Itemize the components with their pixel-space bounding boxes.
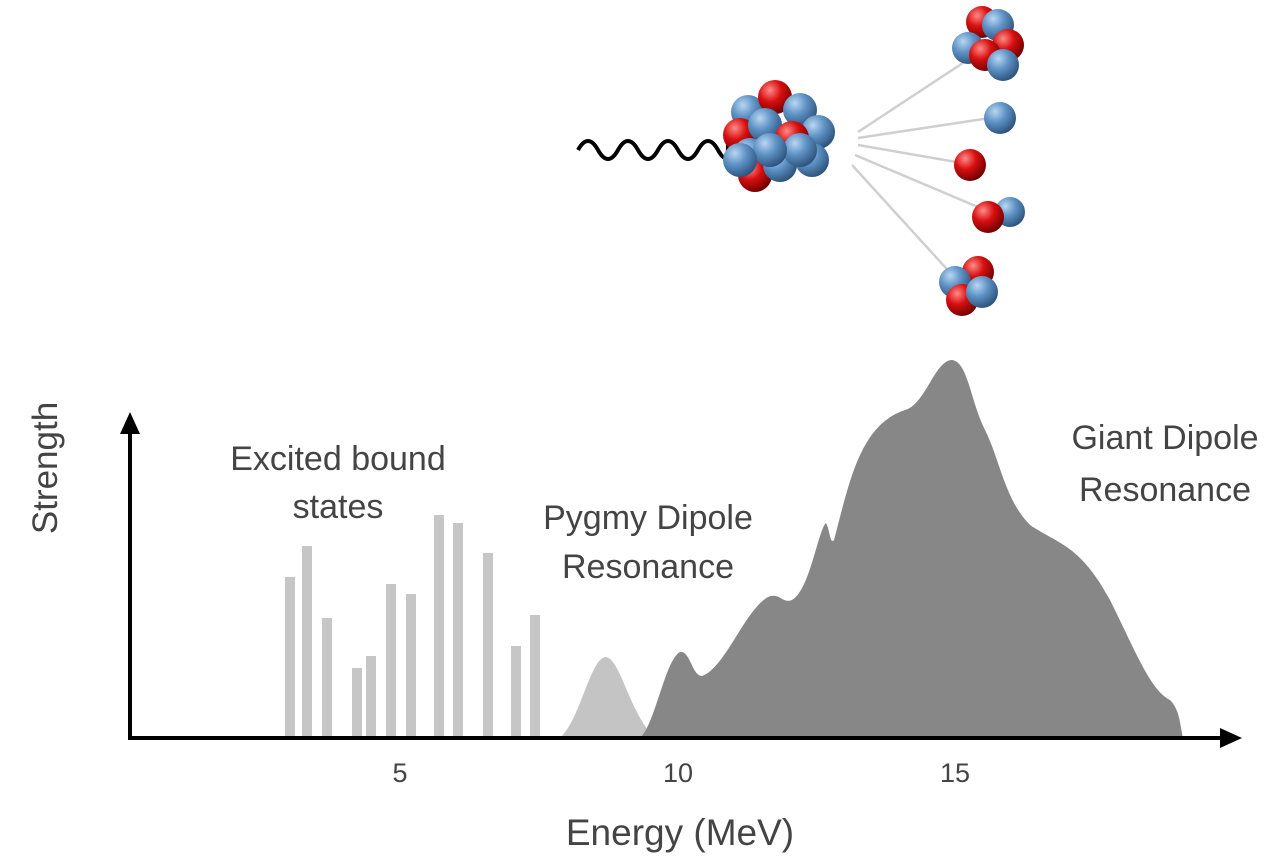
ray — [857, 116, 991, 140]
photon — [576, 139, 730, 161]
ray — [857, 53, 976, 134]
bar — [366, 656, 376, 738]
nucleon — [758, 80, 792, 114]
bar — [434, 515, 444, 738]
bar — [406, 594, 416, 738]
region-label: Excited bound — [230, 440, 446, 478]
ray — [854, 153, 986, 212]
region-label: states — [293, 488, 384, 526]
nucleon — [987, 49, 1019, 81]
x-tick-label: 10 — [663, 758, 693, 788]
nucleon — [954, 149, 986, 181]
ray — [851, 164, 956, 279]
emission-lines — [851, 53, 991, 279]
y-axis-label: Strength — [26, 402, 65, 534]
x-axis-label: Energy (MeV) — [566, 812, 794, 853]
bar — [483, 553, 493, 738]
bar — [352, 668, 362, 738]
y-arrow — [120, 412, 140, 434]
x-arrow — [1220, 728, 1242, 748]
nucleon — [984, 102, 1016, 134]
nucleon — [966, 276, 998, 308]
pygmy-resonance — [560, 656, 655, 738]
region-label: Resonance — [1079, 471, 1251, 509]
nucleon — [783, 133, 817, 167]
bar — [511, 646, 521, 738]
bar — [302, 546, 312, 738]
bar — [453, 523, 463, 738]
bar — [322, 618, 332, 738]
x-tick-label: 5 — [392, 758, 407, 788]
nuclei — [723, 6, 1025, 316]
bar — [386, 584, 396, 738]
bar — [530, 615, 540, 738]
giant-resonance — [640, 360, 1183, 738]
axes — [128, 430, 1225, 740]
bound-state-bars — [285, 515, 540, 738]
ray — [857, 143, 963, 165]
region-label: Giant Dipole — [1071, 419, 1258, 457]
nucleon — [972, 201, 1004, 233]
nucleon — [723, 143, 757, 177]
x-tick-label: 15 — [940, 758, 970, 788]
nucleon — [753, 133, 787, 167]
region-label: Resonance — [562, 548, 734, 586]
bar — [285, 577, 295, 738]
region-label: Pygmy Dipole — [543, 499, 753, 537]
